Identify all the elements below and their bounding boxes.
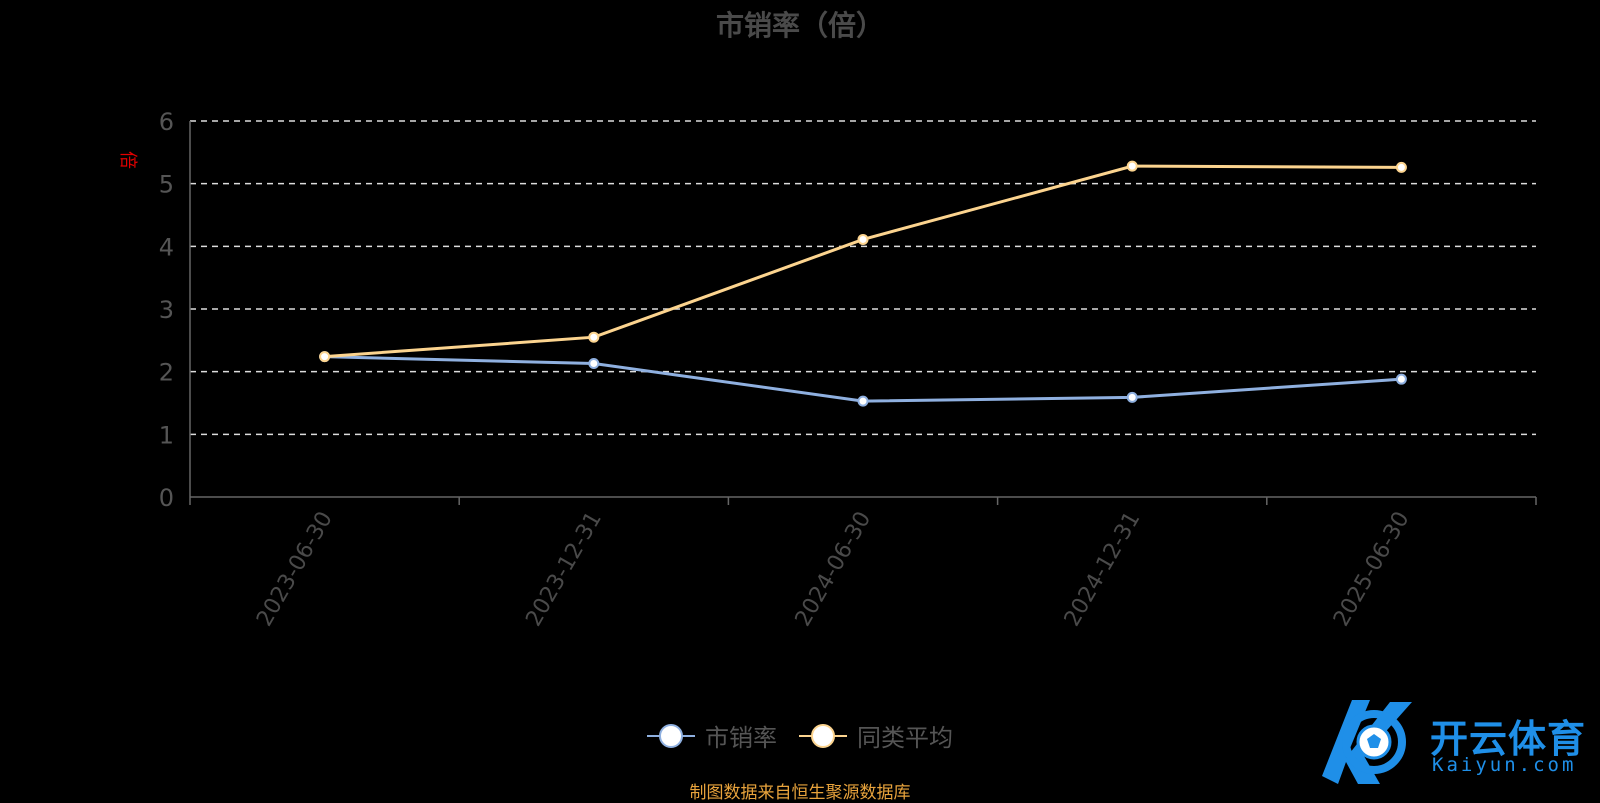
legend-label: 市销率 bbox=[705, 724, 777, 752]
soccer-ball-logo-icon bbox=[1322, 700, 1412, 784]
chart-title: 市销率（倍） bbox=[715, 9, 884, 42]
watermark-brand: 开云体育 bbox=[1430, 717, 1587, 761]
x-tick-label: 2025-06-30 bbox=[1329, 508, 1415, 631]
y-tick-label: 1 bbox=[159, 421, 174, 449]
x-tick-label: 2024-12-31 bbox=[1060, 508, 1146, 631]
legend-item-0[interactable]: 市销率 bbox=[647, 718, 777, 753]
y-tick-label: 3 bbox=[159, 296, 174, 324]
data-point bbox=[1395, 161, 1407, 173]
legend: 市销率 同类平均 bbox=[0, 718, 1600, 753]
y-tick-label: 6 bbox=[159, 108, 174, 136]
legend-label: 同类平均 bbox=[857, 724, 953, 752]
data-point bbox=[1126, 391, 1138, 403]
data-point bbox=[857, 395, 869, 407]
y-tick-label: 2 bbox=[159, 359, 174, 387]
data-point bbox=[1126, 160, 1138, 172]
x-tick-label: 2023-06-30 bbox=[252, 508, 338, 631]
grid-lines bbox=[190, 120, 1536, 436]
series-lines bbox=[319, 160, 1407, 407]
y-tick-label: 5 bbox=[159, 171, 174, 199]
watermark-url: Kaiyun.com bbox=[1432, 754, 1577, 776]
y-axis-label: 倍 bbox=[117, 151, 138, 169]
data-point bbox=[857, 233, 869, 245]
legend-marker-icon bbox=[647, 723, 695, 748]
legend-marker-icon bbox=[799, 723, 847, 748]
y-tick-label: 4 bbox=[159, 233, 174, 261]
watermark-logo: 开云体育 Kaiyun.com bbox=[1312, 698, 1592, 788]
series-line-1 bbox=[324, 164, 1402, 359]
x-tick-label: 2023-12-31 bbox=[521, 508, 607, 631]
legend-item-1[interactable]: 同类平均 bbox=[799, 718, 953, 753]
data-point bbox=[1395, 373, 1407, 385]
axes: 0 1 2 3 4 5 6 2023-06-30 2023-12-31 2024-06-30 202… bbox=[159, 108, 1537, 631]
x-tick-label: 2024-06-30 bbox=[791, 508, 877, 631]
y-tick-label: 0 bbox=[159, 484, 174, 512]
data-point bbox=[588, 331, 600, 343]
series-line-0 bbox=[324, 355, 1402, 403]
data-point bbox=[319, 351, 331, 363]
source-note: 制图数据来自恒生聚源数据库 bbox=[689, 783, 911, 803]
data-point bbox=[588, 358, 600, 370]
